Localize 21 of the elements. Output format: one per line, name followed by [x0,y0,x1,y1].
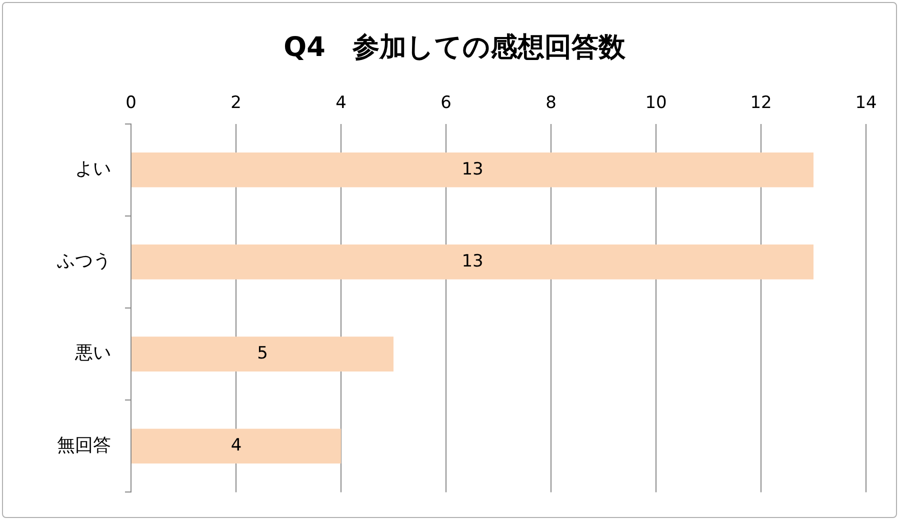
x-tick-label: 6 [440,93,452,114]
y-tick-label: 無回答 [57,434,111,456]
chart-title: Q4 参加しての感想回答数 [284,32,626,64]
x-tick-label: 8 [546,93,556,114]
x-tick-label: 14 [855,93,877,114]
x-tick-label: 10 [645,93,667,114]
bar [132,336,394,372]
bar [132,428,341,464]
data-label: 13 [462,159,484,180]
y-tick-label: よい [75,158,111,180]
x-tick-label: 4 [336,93,346,114]
x-tick-label: 12 [750,93,772,114]
bar [132,152,814,188]
x-tick-label: 2 [230,93,242,114]
y-tick-label: ふつう [56,250,111,272]
data-label: 13 [462,251,484,272]
y-tick-label: 悪い [74,342,111,364]
x-tick-label: 0 [126,93,136,114]
data-label: 4 [230,436,242,456]
bar [132,244,814,280]
data-label: 5 [257,343,268,364]
